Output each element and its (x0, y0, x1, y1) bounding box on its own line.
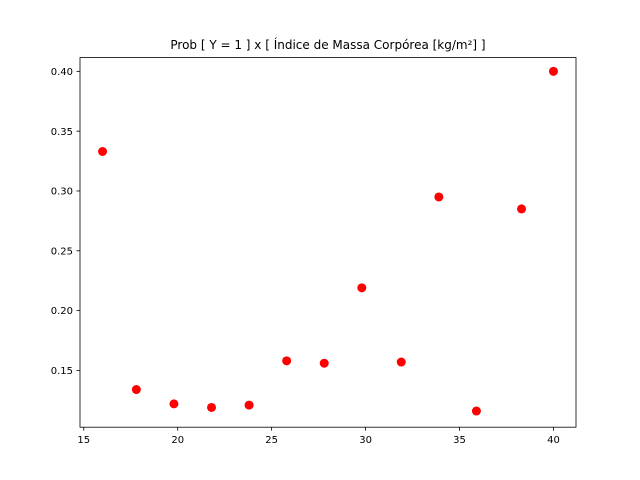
y-tick-label: 0.15 (51, 366, 73, 377)
data-point (319, 358, 329, 368)
chart-title: Prob [ Y = 1 ] x [ Índice de Massa Corpó… (170, 37, 485, 52)
x-tick-label: 30 (359, 435, 372, 446)
data-point (357, 283, 367, 293)
data-point (244, 400, 254, 410)
x-tick-label: 20 (171, 435, 184, 446)
data-point (131, 385, 141, 395)
plot-frame (79, 57, 577, 428)
x-tick-label: 15 (77, 435, 90, 446)
y-axis: 0.15 0.20 0.25 0.30 0.35 0.40 (51, 67, 80, 377)
data-point (517, 204, 527, 214)
data-point (282, 356, 292, 366)
data-points (98, 66, 558, 416)
y-tick-label: 0.30 (51, 187, 73, 198)
x-tick-label: 40 (547, 435, 560, 446)
data-point (434, 192, 444, 202)
y-tick-label: 0.35 (51, 127, 73, 138)
y-tick-label: 0.20 (51, 306, 73, 317)
data-point (169, 399, 179, 409)
x-axis: 15 20 25 30 35 40 (77, 427, 560, 446)
y-tick-label: 0.25 (51, 246, 73, 257)
data-point (396, 357, 406, 367)
data-point (548, 66, 558, 76)
x-tick-label: 25 (265, 435, 278, 446)
data-point (471, 406, 481, 416)
x-tick-label: 35 (453, 435, 466, 446)
data-point (207, 402, 217, 412)
y-tick-label: 0.40 (51, 67, 73, 78)
data-point (98, 147, 108, 156)
